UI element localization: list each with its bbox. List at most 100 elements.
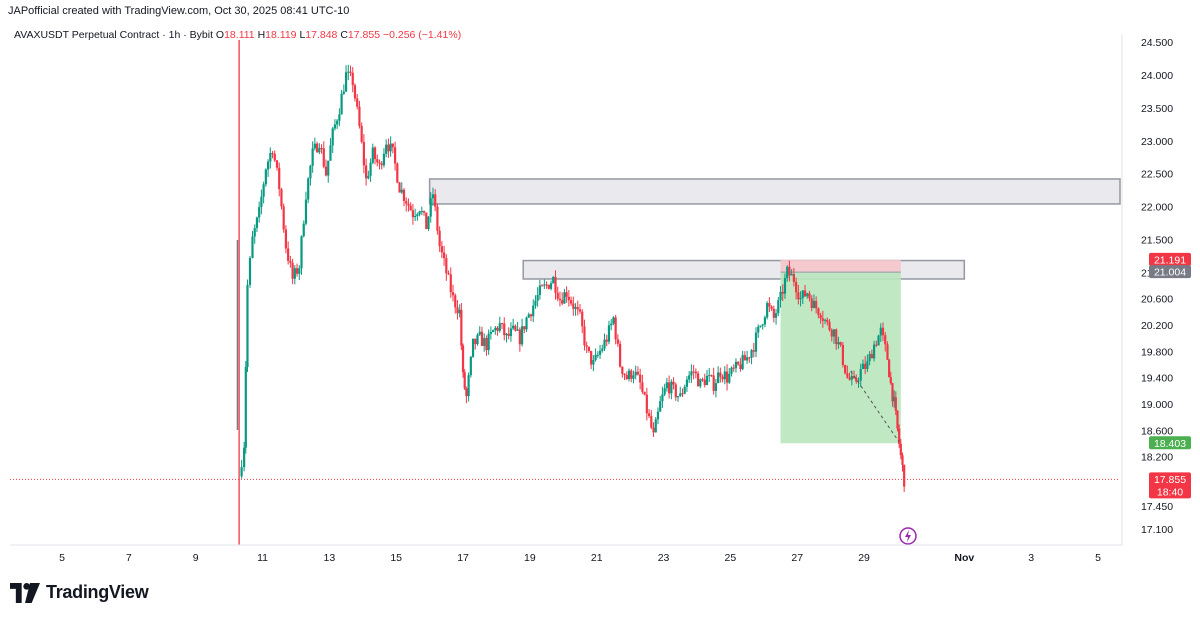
candle-body bbox=[826, 319, 829, 323]
candle-body bbox=[770, 306, 773, 309]
candle bbox=[786, 265, 789, 282]
candle bbox=[461, 343, 465, 378]
candle bbox=[338, 108, 341, 127]
candle-body bbox=[427, 216, 430, 230]
candle-body bbox=[754, 332, 758, 352]
candle-body bbox=[360, 125, 363, 142]
candle bbox=[365, 158, 368, 186]
candle bbox=[313, 137, 316, 151]
candle bbox=[574, 303, 577, 316]
candle-body bbox=[603, 339, 606, 349]
candle-body bbox=[612, 317, 615, 324]
candle bbox=[458, 304, 461, 318]
candle bbox=[485, 335, 488, 356]
candle bbox=[835, 328, 838, 350]
candle bbox=[465, 386, 468, 404]
candle bbox=[754, 327, 758, 358]
candle-body bbox=[565, 292, 568, 297]
price-label: 18.403 bbox=[1149, 436, 1191, 450]
candle-body bbox=[260, 196, 263, 208]
candle-body bbox=[449, 274, 452, 293]
candle bbox=[894, 391, 897, 416]
candle-body bbox=[556, 292, 559, 299]
candle bbox=[331, 126, 334, 154]
candle-body bbox=[336, 120, 339, 125]
candle bbox=[788, 260, 791, 282]
candle-body bbox=[547, 284, 550, 289]
candle-body bbox=[772, 308, 775, 318]
candle-body bbox=[893, 397, 896, 402]
candle-body bbox=[848, 377, 851, 380]
candle bbox=[476, 333, 479, 346]
candle-body bbox=[672, 381, 675, 385]
x-tick-label: Nov bbox=[954, 552, 974, 564]
candle bbox=[710, 374, 713, 377]
candle bbox=[881, 322, 885, 342]
candle-body bbox=[574, 307, 577, 309]
candle bbox=[898, 424, 901, 448]
candle-body bbox=[634, 371, 637, 376]
y-tick-label: 23.500 bbox=[1141, 103, 1173, 115]
candle-body bbox=[545, 284, 548, 286]
candle bbox=[728, 368, 731, 384]
flash-icon[interactable] bbox=[899, 527, 917, 545]
candle-body bbox=[623, 373, 626, 376]
symbol-name[interactable]: AVAXUSDT Perpetual Contract · 1h · Bybit bbox=[14, 29, 213, 41]
candle bbox=[398, 181, 401, 193]
candle bbox=[592, 355, 595, 372]
candle bbox=[607, 320, 611, 345]
candle bbox=[819, 312, 822, 324]
candle-body bbox=[808, 293, 811, 299]
candle-body bbox=[569, 300, 573, 304]
candle bbox=[351, 67, 354, 93]
candle bbox=[389, 136, 392, 157]
candle-body bbox=[797, 292, 800, 300]
candle-body bbox=[896, 410, 899, 429]
candle-body bbox=[461, 345, 465, 373]
candle bbox=[416, 212, 419, 221]
candle-body bbox=[783, 278, 787, 294]
candle bbox=[799, 291, 802, 307]
candle bbox=[503, 317, 506, 341]
candle-body bbox=[639, 374, 642, 383]
candle-body bbox=[841, 344, 844, 365]
candle-body bbox=[710, 375, 713, 377]
candle bbox=[396, 162, 399, 184]
candle-body bbox=[719, 372, 722, 377]
y-tick-label: 24.500 bbox=[1141, 37, 1173, 49]
x-tick-label: 27 bbox=[791, 552, 803, 564]
candle bbox=[405, 197, 408, 212]
candle-body bbox=[456, 307, 459, 314]
candle-body bbox=[567, 296, 570, 301]
candle bbox=[734, 358, 738, 373]
candle bbox=[759, 325, 762, 328]
candle bbox=[273, 150, 276, 162]
tradingview-brand[interactable]: TradingView bbox=[10, 582, 149, 603]
candle-body bbox=[852, 376, 856, 378]
candle bbox=[295, 263, 299, 277]
candle-body bbox=[554, 276, 557, 293]
candle bbox=[407, 198, 410, 212]
candle bbox=[768, 297, 771, 312]
candle-body bbox=[422, 211, 426, 213]
candle bbox=[743, 351, 746, 361]
candle-body bbox=[596, 354, 599, 356]
candle-body bbox=[779, 291, 782, 301]
candle-body bbox=[619, 343, 622, 367]
candle bbox=[855, 374, 858, 384]
candle-body bbox=[823, 319, 827, 321]
candle-body bbox=[309, 165, 312, 179]
candle-body bbox=[690, 371, 693, 376]
candle-body bbox=[810, 298, 813, 308]
candle bbox=[627, 368, 631, 382]
candle-body bbox=[389, 143, 392, 152]
candle-body bbox=[886, 344, 889, 360]
candle-body bbox=[837, 342, 840, 345]
candle-body bbox=[440, 246, 443, 253]
candle-body bbox=[489, 331, 492, 334]
candle bbox=[284, 225, 288, 254]
candle bbox=[509, 322, 513, 342]
candle-body bbox=[480, 331, 484, 346]
candle-body bbox=[543, 284, 546, 286]
